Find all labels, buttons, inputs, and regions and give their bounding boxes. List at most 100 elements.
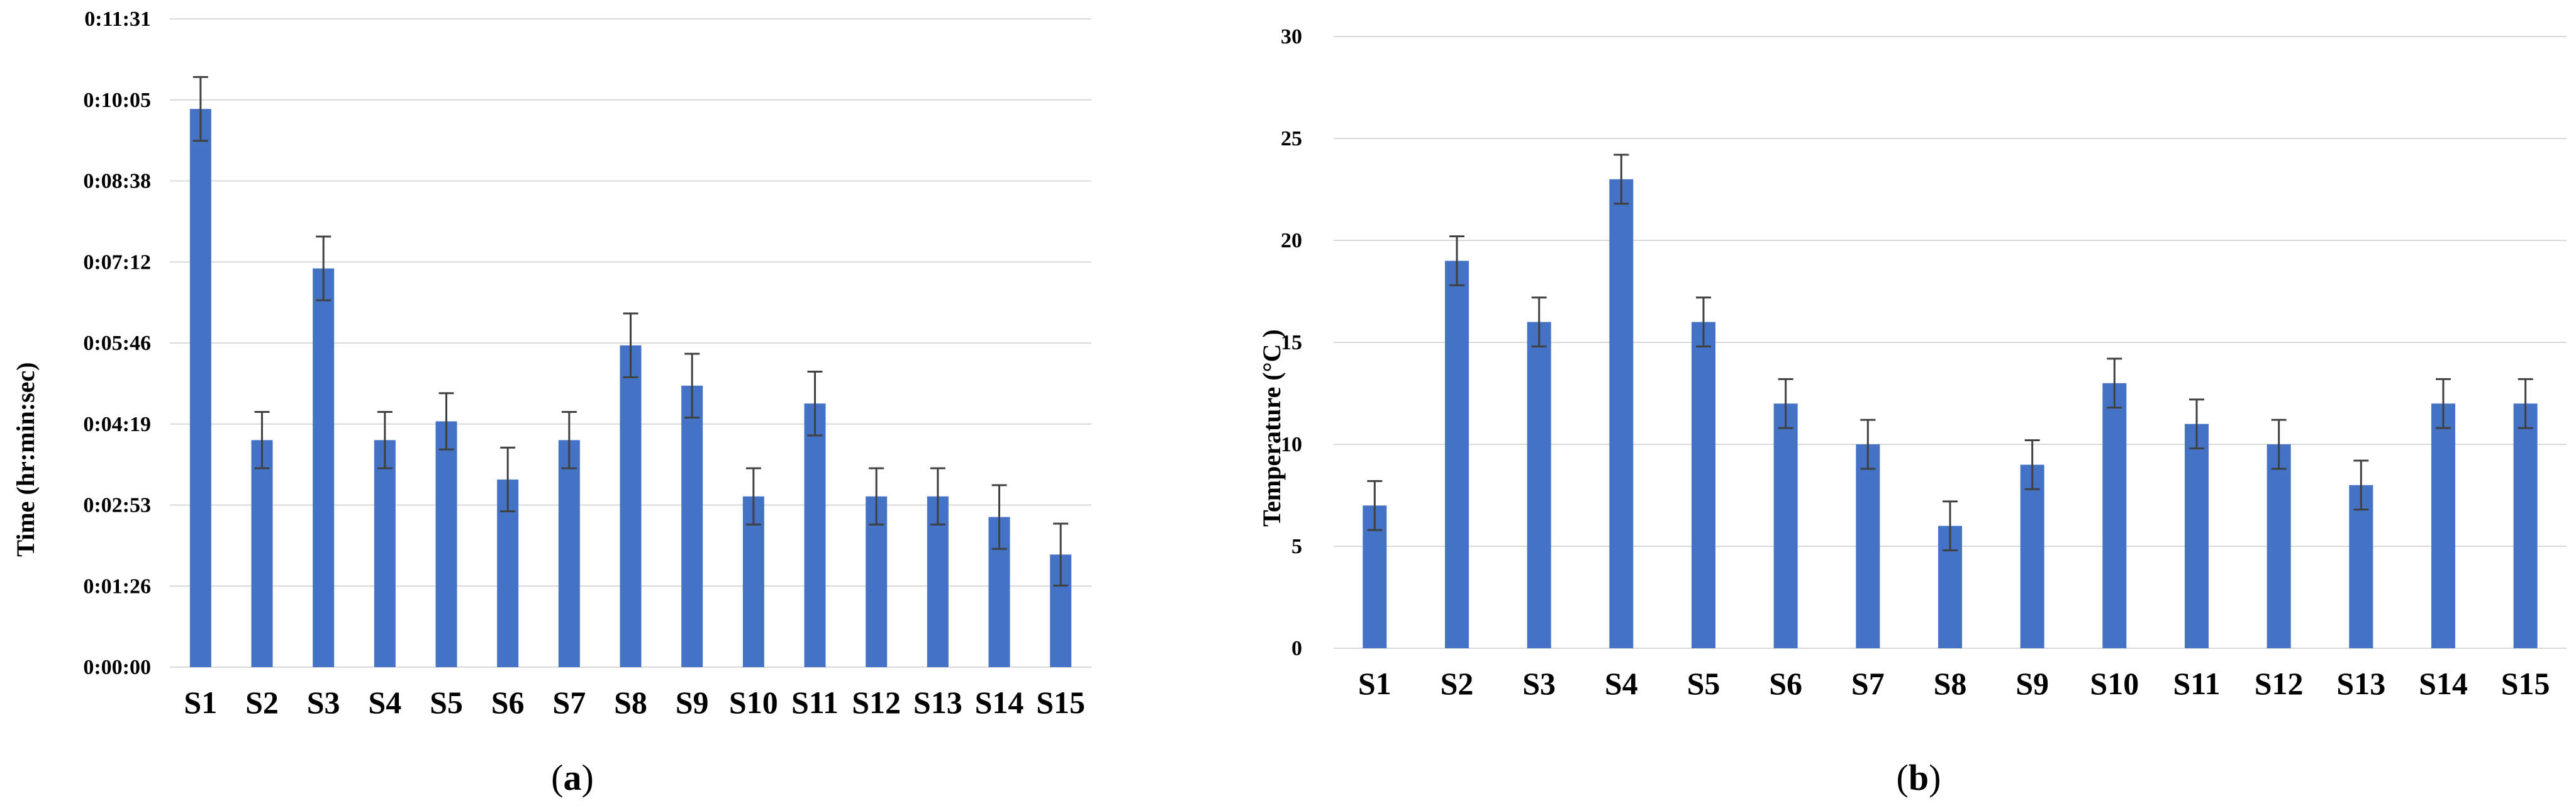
- error-bar-s3: [1531, 296, 1547, 347]
- error-bar-s6: [500, 446, 516, 513]
- x-tick-label: S10: [2090, 666, 2139, 701]
- x-tick-labels-a: S1 S2 S3 S4 S5 S6 S7 S8 S9 S10 S11 S12 S13 S14 S15: [184, 685, 1085, 720]
- y-tick-label: 0:11:31: [84, 8, 151, 31]
- bar-s3: [1527, 322, 1551, 649]
- x-tick-label: S8: [1934, 666, 1967, 701]
- y-tick-labels-a: 0:00:00 0:01:26 0:02:53 0:04:19 0:05:46 0:07:…: [83, 8, 151, 679]
- x-tick-label: S5: [430, 685, 463, 720]
- y-tick-label: 0:10:05: [83, 89, 151, 112]
- bar-s5: [1692, 322, 1715, 649]
- error-bars-a: [192, 76, 1069, 587]
- error-bar-s9: [684, 352, 700, 419]
- x-tick-label: S15: [1036, 685, 1085, 720]
- x-tick-label: S5: [1687, 666, 1720, 701]
- x-tick-label: S7: [552, 685, 586, 720]
- bar-s4: [374, 440, 396, 667]
- x-tick-label: S10: [729, 685, 778, 720]
- caption-a: (a): [551, 757, 594, 798]
- error-bar-s9: [2024, 439, 2040, 490]
- chart-panel-b: 0 5 10 15 20 25 30 S1 S2 S3 S4 S5 S6 S7 S8 S9 S10 S11 S12…: [1257, 25, 2567, 798]
- error-bar-s2: [1449, 235, 1464, 286]
- error-bar-s12: [2271, 419, 2287, 470]
- caption-b: (b): [1897, 757, 1941, 798]
- x-tick-label: S1: [184, 685, 217, 720]
- bar-s13: [2349, 485, 2373, 648]
- y-tick-label: 0:02:53: [83, 494, 151, 517]
- bars-b: [1363, 179, 2538, 649]
- x-tick-label: S1: [1358, 666, 1391, 701]
- bar-s5: [435, 421, 457, 667]
- bar-s2: [251, 440, 273, 667]
- bar-s15: [2513, 403, 2538, 648]
- error-bar-s6: [1778, 378, 1793, 429]
- y-axis-title-b: Temperature (°C ): [1257, 329, 1286, 527]
- x-tick-label: S14: [2419, 666, 2468, 701]
- error-bar-s15: [2517, 378, 2533, 429]
- y-tick-label: 0:01:26: [83, 575, 151, 598]
- x-tick-label: S3: [307, 685, 340, 720]
- y-tick-label: 0:07:12: [83, 250, 151, 274]
- x-tick-label: S12: [2255, 666, 2304, 701]
- y-tick-label: 25: [1281, 127, 1302, 150]
- x-tick-label: S8: [614, 685, 647, 720]
- error-bar-s14: [991, 484, 1007, 550]
- error-bar-s13: [930, 467, 945, 526]
- bar-s9: [681, 385, 703, 667]
- error-bar-s8: [1943, 500, 1958, 551]
- x-tick-label: S9: [676, 685, 709, 720]
- bar-s11: [2185, 424, 2209, 648]
- x-tick-label: S12: [852, 685, 901, 720]
- bar-s14: [2431, 403, 2455, 648]
- error-bar-s5: [1696, 296, 1711, 347]
- x-tick-labels-b: S1 S2 S3 S4 S5 S6 S7 S8 S9 S10 S11 S12 S13 S14 S15: [1358, 666, 2550, 701]
- bar-s4: [1609, 179, 1634, 648]
- y-tick-label: 0:00:00: [83, 656, 151, 679]
- y-tick-label: 0: [1291, 637, 1302, 660]
- y-tick-label: 0:05:46: [83, 332, 151, 355]
- error-bar-s15: [1053, 522, 1069, 587]
- x-tick-label: S3: [1522, 666, 1556, 701]
- x-tick-label: S13: [913, 685, 962, 720]
- caption-letter-a: a: [564, 757, 582, 798]
- bar-s11: [804, 403, 826, 667]
- bar-s1: [189, 109, 211, 668]
- x-tick-label: S4: [1605, 666, 1638, 701]
- error-bar-s11: [2189, 398, 2204, 449]
- x-tick-label: S14: [975, 685, 1024, 720]
- error-bars-b: [1367, 154, 2533, 551]
- error-bar-s4: [377, 411, 393, 470]
- error-bar-s5: [438, 392, 454, 451]
- error-bar-s10: [745, 467, 761, 526]
- bar-s9: [2020, 464, 2044, 648]
- error-bar-s14: [2436, 378, 2451, 429]
- bar-s10: [2102, 383, 2127, 648]
- y-tick-label: 20: [1281, 229, 1302, 252]
- error-bar-s12: [869, 467, 884, 526]
- error-bar-s10: [2107, 357, 2122, 409]
- x-tick-label: S6: [491, 685, 525, 720]
- x-tick-label: S9: [2016, 666, 2049, 701]
- error-bar-s1: [192, 76, 208, 142]
- bar-s2: [1445, 261, 1469, 648]
- bar-s12: [2267, 444, 2291, 648]
- x-tick-label: S11: [2173, 666, 2220, 701]
- bar-s7: [558, 440, 580, 667]
- bars-a: [189, 109, 1072, 668]
- y-tick-label: 0:08:38: [83, 170, 151, 193]
- error-bar-s7: [1860, 419, 1876, 470]
- error-bar-s1: [1367, 480, 1383, 531]
- y-tick-label: 10: [1281, 433, 1302, 456]
- bar-s3: [313, 268, 335, 668]
- x-tick-label: S4: [368, 685, 401, 720]
- caption-letter-b: b: [1909, 757, 1929, 798]
- error-bar-s7: [561, 411, 577, 470]
- error-bar-s4: [1614, 154, 1629, 205]
- x-tick-label: S6: [1769, 666, 1802, 701]
- bar-s8: [620, 345, 642, 667]
- y-tick-label: 0:04:19: [83, 413, 151, 436]
- chart-panel-a: 0:00:00 0:01:26 0:02:53 0:04:19 0:05:46 0:07:…: [11, 8, 1091, 798]
- error-bar-s11: [807, 370, 823, 437]
- x-tick-label: S13: [2336, 666, 2385, 701]
- x-tick-label: S15: [2501, 666, 2550, 701]
